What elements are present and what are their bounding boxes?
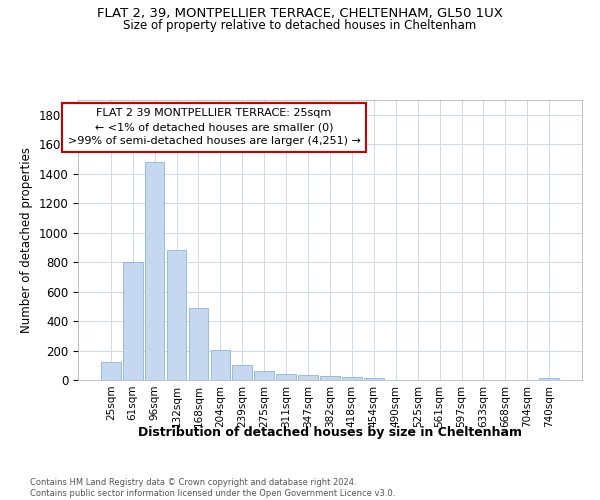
Text: Distribution of detached houses by size in Cheltenham: Distribution of detached houses by size …	[138, 426, 522, 439]
Bar	[211, 350, 230, 380]
Bar	[276, 374, 296, 380]
Bar	[145, 162, 164, 380]
Text: FLAT 2, 39, MONTPELLIER TERRACE, CHELTENHAM, GL50 1UX: FLAT 2, 39, MONTPELLIER TERRACE, CHELTEN…	[97, 8, 503, 20]
Bar	[364, 378, 384, 380]
Bar	[298, 375, 318, 380]
Bar	[539, 378, 559, 380]
Text: Size of property relative to detached houses in Cheltenham: Size of property relative to detached ho…	[124, 19, 476, 32]
Bar	[320, 376, 340, 380]
Bar	[167, 250, 187, 380]
Text: Contains HM Land Registry data © Crown copyright and database right 2024.
Contai: Contains HM Land Registry data © Crown c…	[30, 478, 395, 498]
Bar	[232, 366, 252, 380]
Text: FLAT 2 39 MONTPELLIER TERRACE: 25sqm
← <1% of detached houses are smaller (0)
>9: FLAT 2 39 MONTPELLIER TERRACE: 25sqm ← <…	[68, 108, 361, 146]
Bar	[342, 377, 362, 380]
Y-axis label: Number of detached properties: Number of detached properties	[20, 147, 33, 333]
Bar	[254, 371, 274, 380]
Bar	[123, 262, 143, 380]
Bar	[101, 362, 121, 380]
Bar	[188, 308, 208, 380]
